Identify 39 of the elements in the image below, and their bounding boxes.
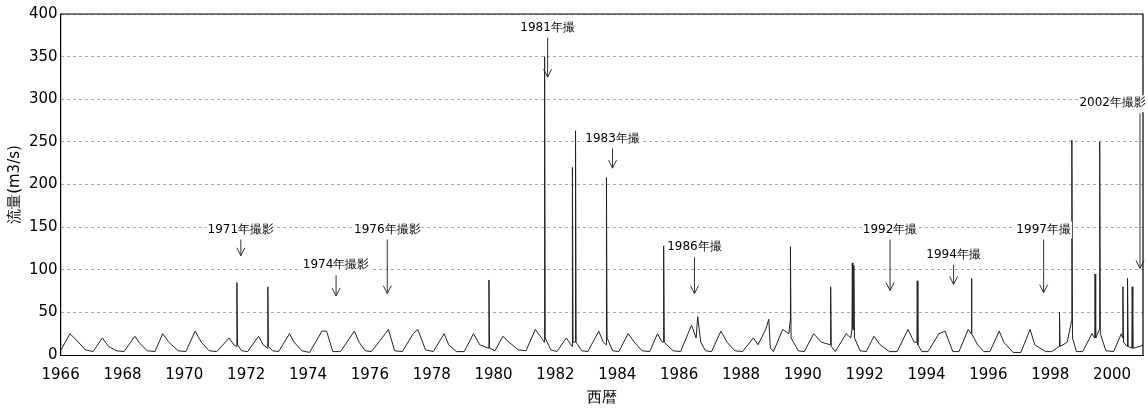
- x-tick-label: 1996: [969, 364, 1008, 383]
- x-tick-label: 1980: [474, 364, 513, 383]
- annotation: 2002年撮影: [1079, 95, 1146, 110]
- x-tick-label: 2000: [1092, 364, 1132, 383]
- y-tick-label: 250: [28, 131, 58, 150]
- x-axis-title: 西暦: [586, 387, 617, 406]
- annotation: 1976年撮影: [354, 221, 421, 236]
- y-tick-label: 100: [28, 259, 58, 278]
- x-tick-label: 1982: [536, 364, 575, 383]
- x-tick-label: 1990: [783, 364, 822, 383]
- x-tick-label: 1988: [721, 364, 761, 383]
- x-tick-label: 1968: [103, 364, 142, 383]
- annotation: 1971年撮影: [207, 221, 275, 236]
- x-tick-label: 1972: [227, 364, 266, 383]
- y-tick-label: 50: [38, 302, 58, 321]
- x-tick-label: 1976: [350, 364, 389, 383]
- y-tick-label: 200: [28, 174, 58, 193]
- y-tick-label: 0: [48, 344, 58, 363]
- x-tick-label: 1994: [907, 364, 946, 383]
- x-tick-label: 1986: [660, 364, 699, 383]
- annotation: 1986年撮: [667, 239, 722, 254]
- annotation: 1992年撮: [862, 221, 918, 236]
- x-tick-label: 1998: [1031, 364, 1070, 383]
- y-tick-label: 400: [28, 3, 58, 22]
- x-tick-label: 1970: [165, 364, 204, 383]
- x-tick-label: 1992: [845, 364, 884, 383]
- x-tick-label: 1974: [288, 364, 328, 383]
- x-tick-label: 1978: [412, 364, 451, 383]
- annotation: 1983年撮: [585, 130, 640, 145]
- x-tick-label: 1966: [41, 364, 80, 383]
- x-tick-label: 1984: [598, 364, 637, 383]
- y-axis-title: 流量(m3/s): [4, 145, 23, 224]
- y-tick-label: 300: [28, 89, 58, 108]
- annotation: 1981年撮: [520, 19, 575, 34]
- y-tick-label: 150: [28, 217, 58, 236]
- y-tick-label: 350: [28, 46, 58, 65]
- annotation: 1974年撮影: [302, 257, 370, 272]
- annotation: 1994年撮: [926, 246, 981, 261]
- annotation: 1997年撮: [1016, 221, 1071, 236]
